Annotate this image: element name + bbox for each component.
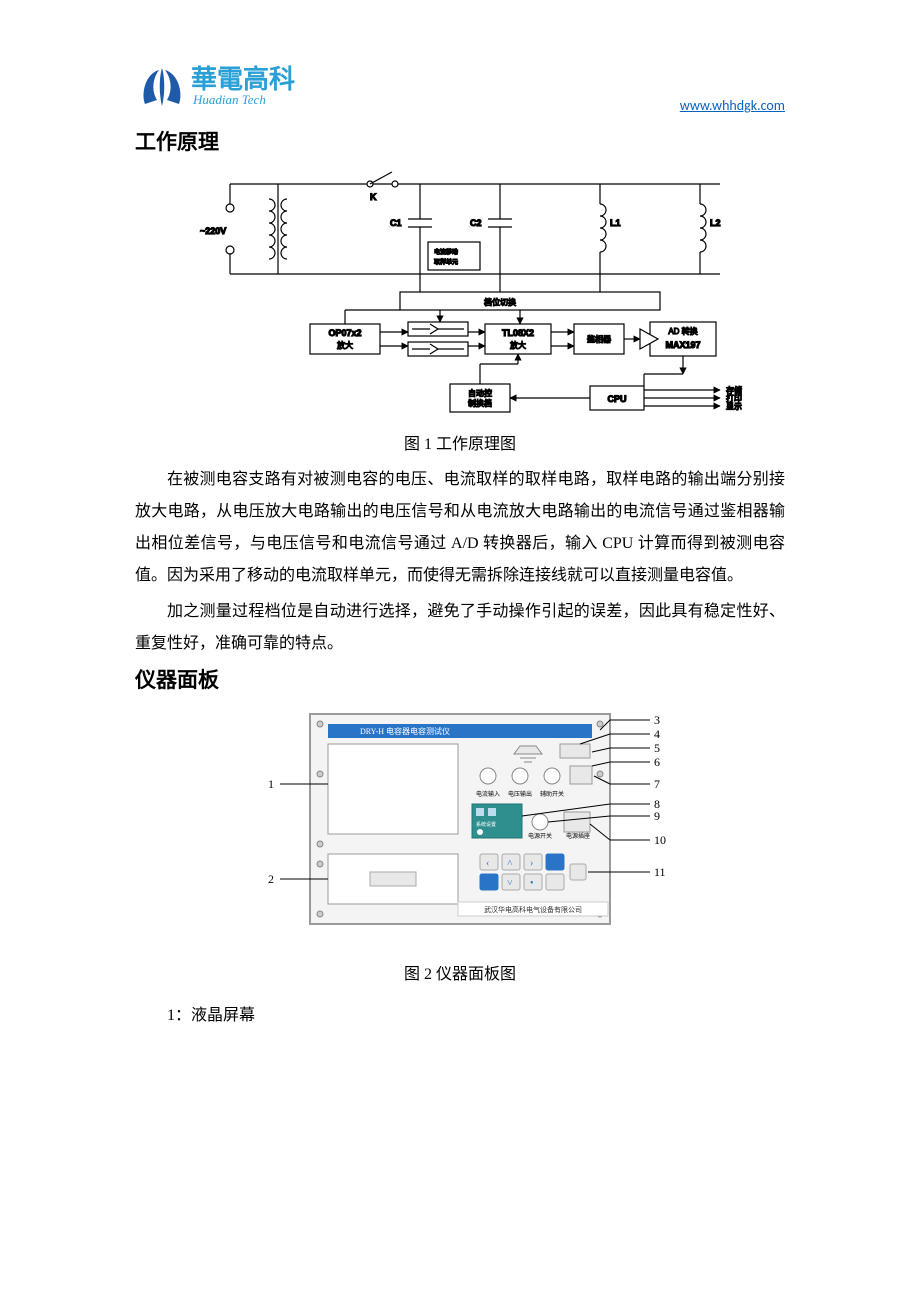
svg-text:放大: 放大 [510,340,526,350]
svg-text:武汉华电高科电气设备有限公司: 武汉华电高科电气设备有限公司 [484,905,582,914]
svg-text:电流移动: 电流移动 [434,248,458,256]
section1-paragraph2: 加之测量过程档位是自动进行选择，避免了手动操作引起的误差，因此具有稳定性好、重复… [135,596,785,660]
svg-text:电压输出: 电压输出 [508,790,532,798]
diagram-working-principle: ~220V K C1 C2 L1 [160,164,760,424]
svg-text:电源插座: 电源插座 [566,832,590,840]
svg-text:电流输入: 电流输入 [476,790,500,798]
svg-text:C1: C1 [390,218,402,228]
header-url[interactable]: www.whhdgk.com [680,97,785,114]
svg-text:3: 3 [654,713,660,727]
svg-text:L2: L2 [710,218,721,228]
svg-text:辅助开关: 辅助开关 [540,790,564,798]
svg-text:›: › [530,858,533,869]
svg-text:˅: ˅ [507,878,513,889]
svg-text:制换档: 制换档 [468,398,492,408]
svg-text:•: • [530,878,534,889]
svg-text:K: K [370,192,377,202]
svg-text:1: 1 [268,777,274,791]
panel-item-1: 1：液晶屏幕 [135,1000,785,1032]
svg-text:CPU: CPU [607,394,626,404]
svg-text:7: 7 [654,777,660,791]
svg-text:MAX197: MAX197 [665,340,700,350]
svg-text:9: 9 [654,809,660,823]
section1-title: 工作原理 [135,126,785,156]
svg-text:5: 5 [654,741,660,755]
svg-text:放大: 放大 [337,340,353,350]
figure1-caption: 图 1 工作原理图 [135,430,785,454]
section1-paragraph1: 在被测电容支路有对被测电容的电压、电流取样的取样电路，取样电路的输出端分别接放大… [135,464,785,592]
logo: 華電高科 Huadian Tech [135,60,315,114]
svg-text:AD 转换: AD 转换 [668,326,697,336]
svg-text:取样单元: 取样单元 [434,258,458,266]
svg-text:系统设置: 系统设置 [476,821,496,828]
svg-text:DRY-H 电容器电容测试仪: DRY-H 电容器电容测试仪 [360,726,450,736]
figure2-caption: 图 2 仪器面板图 [135,960,785,984]
svg-text:自动控: 自动控 [468,388,492,398]
svg-text:~220V: ~220V [200,226,226,236]
section2-title: 仪器面板 [135,664,785,694]
svg-text:鉴相器: 鉴相器 [587,334,611,344]
svg-text:11: 11 [654,865,666,879]
svg-text:电源开关: 电源开关 [528,832,552,840]
logo-text-en: Huadian Tech [192,92,266,107]
svg-text:10: 10 [654,833,666,847]
logo-text-cn: 華電高科 [191,64,295,94]
svg-text:OP07x2: OP07x2 [328,328,361,338]
instrument-panel-figure: DRY-H 电容器电容测试仪 电流输入 电压输出 辅助开关 系统设置 电 [220,704,700,944]
svg-text:TL08X2: TL08X2 [502,328,534,338]
svg-text:˄: ˄ [507,858,513,869]
svg-text:6: 6 [654,755,660,769]
svg-text:显示: 显示 [726,402,742,411]
svg-text:4: 4 [654,727,660,741]
svg-text:档位切换: 档位切换 [484,297,516,307]
svg-text:‹: ‹ [486,858,489,869]
svg-text:C2: C2 [470,218,482,228]
svg-text:L1: L1 [610,218,621,228]
svg-text:2: 2 [268,872,274,886]
